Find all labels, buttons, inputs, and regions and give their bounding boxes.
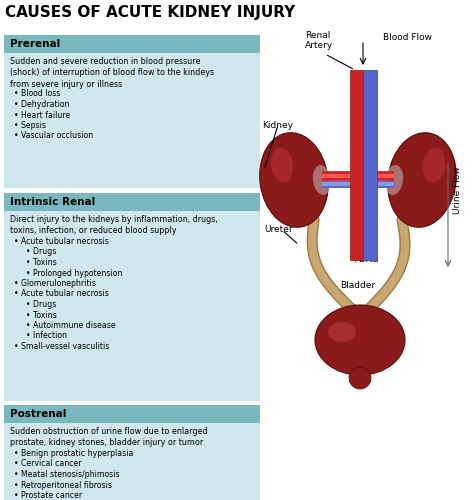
Text: • Heart failure: • Heart failure [14,110,70,120]
FancyBboxPatch shape [4,423,260,500]
Text: • Prostate cancer: • Prostate cancer [14,491,82,500]
Text: • Drugs: • Drugs [26,300,56,309]
Text: Blood Flow: Blood Flow [383,33,432,42]
Text: Bladder: Bladder [340,281,375,290]
Text: • Sepsis: • Sepsis [14,121,46,130]
Text: Sudden and severe reduction in blood pressure
(shock) of interruption of blood f: Sudden and severe reduction in blood pre… [10,57,214,89]
Text: • Meatal stenosis/phimosis: • Meatal stenosis/phimosis [14,470,119,479]
Text: • Prolonged hypotension: • Prolonged hypotension [26,268,122,278]
Ellipse shape [315,305,405,375]
Text: • Drugs: • Drugs [26,248,56,256]
Text: • Cervical cancer: • Cervical cancer [14,460,82,468]
Text: Direct injury to the kidneys by inflammation, drugs,
toxins, infection, or reduc: Direct injury to the kidneys by inflamma… [10,215,218,236]
Text: Ureter: Ureter [264,226,292,234]
Text: • Acute tubular necrosis: • Acute tubular necrosis [14,237,109,246]
Ellipse shape [423,148,445,182]
Text: • Benign prostatic hyperplasia: • Benign prostatic hyperplasia [14,449,133,458]
Text: Renal
Artery: Renal Artery [305,30,333,50]
Text: • Small-vessel vasculitis: • Small-vessel vasculitis [14,342,109,351]
Ellipse shape [385,165,403,195]
Text: CAUSES OF ACUTE KIDNEY INJURY: CAUSES OF ACUTE KIDNEY INJURY [5,5,295,20]
Text: • Toxins: • Toxins [26,310,57,320]
Text: • Glomerulonephritis: • Glomerulonephritis [14,279,96,288]
Text: Postrenal: Postrenal [10,409,66,419]
Ellipse shape [328,322,356,342]
Ellipse shape [260,132,328,228]
Text: • Toxins: • Toxins [26,258,57,267]
FancyBboxPatch shape [4,193,260,211]
Text: Kidney: Kidney [262,120,293,130]
Text: • Dehydration: • Dehydration [14,100,70,109]
Ellipse shape [388,132,456,228]
Ellipse shape [349,367,371,389]
Text: Prerenal: Prerenal [10,39,60,49]
Ellipse shape [271,148,293,182]
Text: • Blood loss: • Blood loss [14,90,60,98]
Text: Aorta: Aorta [355,255,379,264]
Text: Intrinsic Renal: Intrinsic Renal [10,197,95,207]
FancyBboxPatch shape [350,70,363,260]
Text: • Vascular occlusion: • Vascular occlusion [14,132,93,140]
Text: • Acute tubular necrosis: • Acute tubular necrosis [14,290,109,298]
Text: • Infection: • Infection [26,332,67,340]
Text: Sudden obstruction of urine flow due to enlarged
prostate, kidney stones, bladde: Sudden obstruction of urine flow due to … [10,427,208,448]
Text: • Autoimmune disease: • Autoimmune disease [26,321,116,330]
Text: • Retroperitoneal fibrosis: • Retroperitoneal fibrosis [14,480,112,490]
FancyBboxPatch shape [4,405,260,423]
FancyBboxPatch shape [4,211,260,401]
Text: Urine Flow: Urine Flow [453,166,462,214]
FancyBboxPatch shape [363,70,377,260]
FancyBboxPatch shape [4,35,260,53]
FancyBboxPatch shape [4,53,260,188]
Ellipse shape [313,165,331,195]
